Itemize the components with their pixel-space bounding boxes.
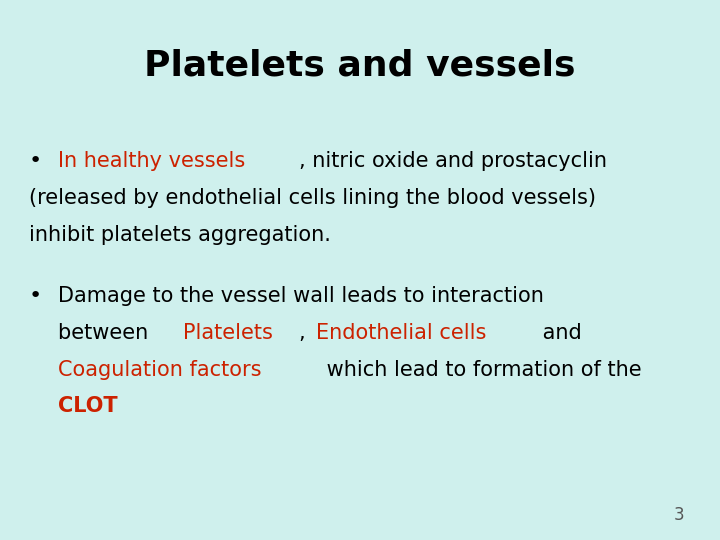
Text: Damage to the vessel wall leads to interaction: Damage to the vessel wall leads to inter… — [58, 286, 544, 306]
Text: which lead to formation of the: which lead to formation of the — [320, 360, 642, 380]
Text: Coagulation factors: Coagulation factors — [58, 360, 261, 380]
Text: between: between — [58, 323, 155, 343]
Text: (released by endothelial cells lining the blood vessels): (released by endothelial cells lining th… — [29, 188, 596, 208]
Text: Platelets and vessels: Platelets and vessels — [144, 49, 576, 83]
Text: Platelets: Platelets — [183, 323, 272, 343]
Text: inhibit platelets aggregation.: inhibit platelets aggregation. — [29, 225, 330, 245]
Text: In healthy vessels: In healthy vessels — [58, 151, 245, 171]
Text: CLOT: CLOT — [58, 396, 117, 416]
Text: Endothelial cells: Endothelial cells — [315, 323, 486, 343]
Text: and: and — [536, 323, 581, 343]
Text: •: • — [29, 151, 42, 171]
Text: , nitric oxide and prostacyclin: , nitric oxide and prostacyclin — [300, 151, 607, 171]
Text: 3: 3 — [673, 506, 684, 524]
Text: •: • — [29, 286, 42, 306]
Text: ,: , — [299, 323, 312, 343]
